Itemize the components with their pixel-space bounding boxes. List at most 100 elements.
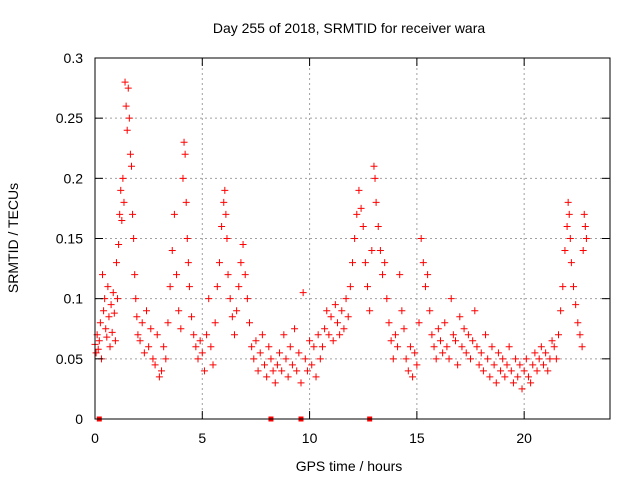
- data-point: [372, 198, 380, 206]
- data-point: [531, 349, 539, 357]
- data-point: [273, 361, 281, 369]
- data-point: [563, 222, 571, 230]
- data-point: [520, 367, 528, 375]
- data-point: [303, 367, 311, 375]
- data-point: [246, 319, 253, 327]
- data-point: [254, 367, 262, 375]
- data-point: [329, 337, 337, 345]
- data-point: [121, 78, 129, 86]
- data-point: [180, 138, 188, 146]
- data-point: [582, 235, 590, 242]
- data-point: [123, 126, 131, 134]
- data-point: [509, 379, 517, 387]
- data-point: [570, 283, 578, 291]
- data-point: [353, 210, 361, 218]
- data-point: [194, 355, 202, 363]
- data-point: [316, 355, 324, 363]
- data-point: [522, 355, 530, 363]
- data-point: [413, 361, 421, 369]
- data-point: [576, 331, 584, 339]
- data-point: [230, 331, 238, 339]
- data-point: [533, 367, 541, 375]
- data-point: [252, 337, 260, 345]
- data-point: [134, 331, 142, 339]
- data-point: [166, 283, 174, 291]
- data-point: [205, 295, 213, 303]
- data-point: [321, 325, 329, 333]
- x-tick-label: 15: [409, 430, 425, 446]
- data-point: [286, 343, 294, 351]
- data-point: [278, 367, 286, 375]
- data-point: [376, 247, 384, 255]
- data-point: [548, 337, 556, 345]
- data-point: [162, 355, 170, 363]
- data-point: [92, 349, 100, 357]
- data-point: [370, 162, 378, 170]
- data-point: [130, 235, 138, 242]
- data-point: [477, 349, 485, 357]
- data-point: [471, 307, 479, 315]
- data-point: [276, 349, 284, 357]
- data-point: [102, 325, 110, 333]
- data-point: [464, 331, 472, 339]
- data-point: [280, 331, 288, 339]
- data-point: [434, 325, 442, 333]
- data-point: [439, 349, 447, 357]
- data-point: [419, 259, 427, 267]
- data-point: [344, 313, 352, 321]
- data-point: [366, 307, 374, 315]
- data-point: [96, 319, 104, 327]
- data-point: [145, 343, 153, 351]
- data-point: [564, 198, 572, 206]
- data-point: [488, 343, 496, 351]
- data-point: [417, 235, 425, 242]
- data-point: [415, 319, 423, 327]
- data-point: [497, 367, 505, 375]
- x-axis-label: GPS time / hours: [296, 458, 403, 474]
- data-point: [228, 313, 236, 321]
- data-point: [291, 325, 299, 333]
- data-point: [237, 259, 245, 267]
- data-point: [342, 295, 350, 303]
- data-point: [331, 301, 339, 309]
- data-point: [151, 361, 159, 369]
- data-point: [387, 337, 395, 345]
- data-point: [394, 343, 402, 351]
- y-tick-label: 0.3: [64, 50, 84, 66]
- x-tick-label: 20: [516, 430, 532, 446]
- data-point: [505, 343, 513, 351]
- data-point: [119, 174, 127, 182]
- data-point: [140, 349, 148, 357]
- data-point: [200, 367, 208, 375]
- data-point: [436, 337, 444, 345]
- data-point: [449, 331, 457, 339]
- data-point: [122, 102, 130, 110]
- data-point: [409, 373, 417, 381]
- data-point: [544, 367, 552, 375]
- data-point: [308, 361, 316, 369]
- data-point: [516, 361, 524, 369]
- data-point: [346, 283, 354, 291]
- data-point: [271, 379, 279, 387]
- data-point: [226, 295, 234, 303]
- data-point: [398, 307, 406, 315]
- data-point: [94, 345, 102, 353]
- data-point: [299, 289, 307, 297]
- y-axis-label: SRMTID / TECUs: [5, 183, 21, 293]
- data-point: [239, 241, 247, 249]
- data-point: [349, 259, 356, 267]
- data-point: [198, 349, 206, 357]
- data-point: [106, 343, 114, 351]
- data-point: [301, 355, 309, 363]
- data-point: [100, 307, 108, 315]
- data-point: [406, 343, 414, 351]
- data-point: [108, 328, 116, 336]
- data-point: [462, 349, 470, 357]
- data-point: [368, 247, 376, 255]
- data-point: [95, 337, 103, 345]
- data-point: [484, 355, 492, 363]
- data-point: [389, 355, 397, 363]
- data-point: [421, 283, 429, 291]
- y-tick-label: 0.1: [64, 291, 84, 307]
- data-point: [155, 373, 163, 381]
